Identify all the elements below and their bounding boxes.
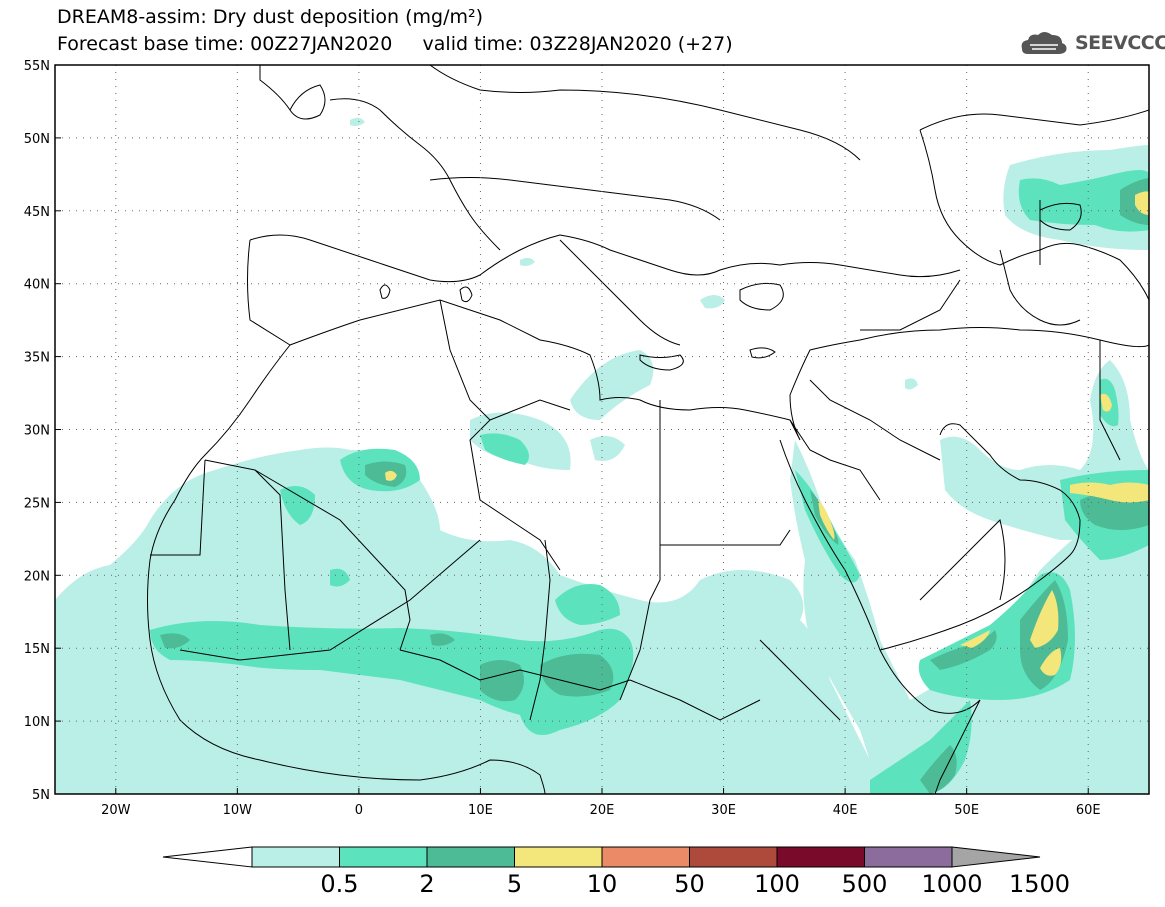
colorbar-level-label: 500 [842,870,888,898]
lat-tick-label: 30N [24,424,50,439]
lon-tick-label: 20E [590,803,615,818]
colorbar-low-triangle [162,846,253,868]
colorbar-cell [601,846,690,868]
coastlines-borders [147,65,1149,794]
colorbar-cell [339,846,428,868]
forecast-time-line: Forecast base time: 00Z27JAN2020 valid t… [57,33,733,55]
colorbar-level-label: 1500 [1009,870,1070,898]
colorbar-cell [689,846,778,868]
lat-tick-label: 40N [24,278,50,293]
colorbar-cell [514,846,603,868]
colorbar: 0.5 2 5 10 50 100 500 1000 1500 [162,846,1070,898]
colorbar-level-label: 1000 [921,870,982,898]
colorbar-level-label: 5 [507,870,522,898]
colorbar-cell [426,846,515,868]
map-title: DREAM8-assim: Dry dust deposition (mg/m²… [57,6,484,28]
dust-deposition-field [55,117,1149,794]
colorbar-cell [776,846,865,868]
logo-text: SEEVCCC [1075,32,1165,54]
colorbar-level-label: 50 [674,870,705,898]
lon-tick-label: 60E [1076,803,1101,818]
lat-tick-label: 50N [24,132,50,147]
lat-tick-label: 55N [24,59,50,74]
longitude-axis: 20W 10W 0 10E 20E 30E 40E 50E 60E [101,788,1101,818]
lat-tick-label: 15N [24,642,50,657]
map-gridlines [55,65,1149,794]
latitude-axis: 55N 50N 45N 40N 35N 30N 25N 20N 15N 10N 5N [24,59,61,803]
lon-tick-label: 30E [711,803,736,818]
lon-tick-label: 50E [954,803,979,818]
colorbar-cell [251,846,340,868]
lon-tick-label: 20W [101,803,131,818]
colorbar-level-label: 10 [587,870,618,898]
lat-tick-label: 25N [24,496,50,511]
lat-tick-label: 35N [24,351,50,366]
lon-tick-label: 40E [833,803,858,818]
lat-tick-label: 20N [24,569,50,584]
lon-tick-label: 10E [468,803,493,818]
lat-tick-label: 45N [24,205,50,220]
colorbar-high-triangle [951,846,1041,868]
colorbar-level-label: 0.5 [320,870,358,898]
lat-tick-label: 5N [32,788,50,803]
lon-tick-label: 10W [223,803,253,818]
lon-tick-label: 0 [355,803,363,818]
cloud-logo-icon [1021,32,1067,54]
colorbar-cell [864,846,953,868]
lat-tick-label: 10N [24,715,50,730]
colorbar-level-label: 2 [419,870,434,898]
colorbar-level-label: 100 [754,870,800,898]
